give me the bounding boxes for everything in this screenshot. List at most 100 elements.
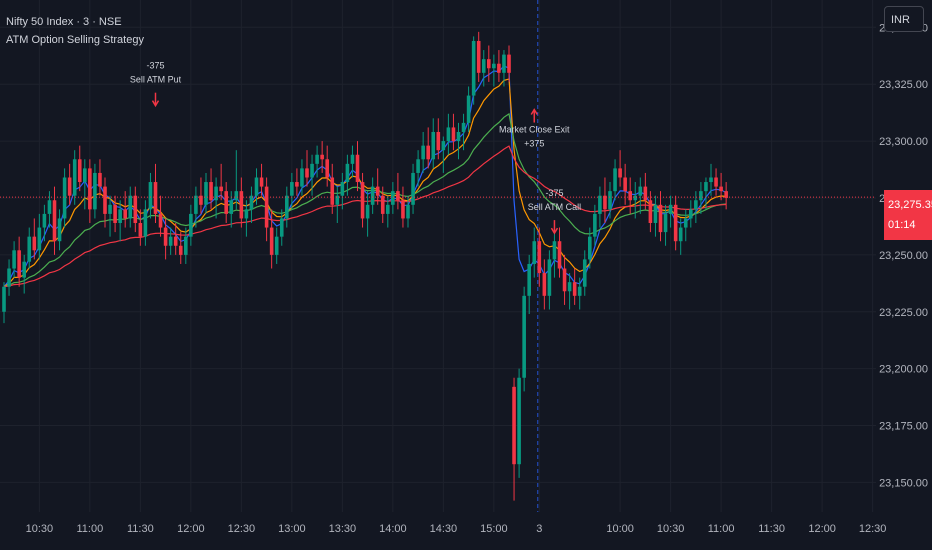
candle-body xyxy=(77,159,82,183)
time-axis-label: 11:30 xyxy=(758,523,785,535)
candle-body xyxy=(62,177,67,219)
candle-body xyxy=(492,63,496,69)
candle-body xyxy=(37,227,42,251)
candle-body xyxy=(229,200,234,214)
candle-body xyxy=(325,159,329,178)
candle-body xyxy=(426,145,430,160)
symbol-title[interactable]: Nifty 50 Index · 3 · NSE xyxy=(6,16,122,28)
candle-body xyxy=(153,182,158,214)
candle-body xyxy=(274,236,279,255)
price-axis-label: 23,300.00 xyxy=(879,136,928,148)
candle-body xyxy=(547,259,552,296)
candle-body xyxy=(178,245,183,255)
candle-body xyxy=(158,213,163,228)
candle-body xyxy=(557,241,562,269)
candle-body xyxy=(689,209,693,219)
candle-body xyxy=(47,200,52,214)
candle-body xyxy=(512,386,516,465)
time-axis-label: 12:00 xyxy=(808,523,836,535)
last-price-value: 23,275.35 xyxy=(888,199,932,211)
price-axis-label: 23,250.00 xyxy=(879,250,928,262)
candle-body xyxy=(476,40,481,73)
candle-body xyxy=(184,236,188,255)
signal-label: Sell ATM Put xyxy=(130,75,182,85)
candle-body xyxy=(461,122,466,132)
time-axis-label: 11:30 xyxy=(127,523,154,535)
candle-body xyxy=(406,204,410,219)
strategy-title[interactable]: ATM Option Selling Strategy xyxy=(6,34,144,46)
candle-body xyxy=(567,282,572,292)
time-axis-label: 10:30 xyxy=(657,523,685,535)
candle-body xyxy=(310,163,314,178)
candle-body xyxy=(285,195,289,219)
candle-body xyxy=(350,154,355,164)
candle-body xyxy=(57,218,62,242)
bar-countdown: 01:14 xyxy=(888,219,916,231)
candle-body xyxy=(194,195,198,214)
candle-body xyxy=(345,163,350,183)
signal-arrow-head xyxy=(550,227,559,235)
candle-body xyxy=(375,186,380,196)
candle-body xyxy=(608,191,612,210)
candle-body xyxy=(173,236,178,246)
candle-body xyxy=(340,182,345,196)
candle-body xyxy=(133,195,138,224)
candle-body xyxy=(103,186,107,214)
candle-body xyxy=(552,241,557,260)
time-axis-label: 11:00 xyxy=(708,523,735,535)
candle-body xyxy=(88,168,92,210)
price-axis-label: 23,325.00 xyxy=(879,79,928,91)
candle-body xyxy=(189,213,193,237)
candle-body xyxy=(537,241,542,274)
candle-body xyxy=(219,186,223,192)
candle-body xyxy=(360,182,365,219)
candle-body xyxy=(330,177,335,205)
moving-average-line-1 xyxy=(3,65,727,288)
candle-body xyxy=(628,191,632,201)
candle-body xyxy=(699,191,703,201)
signal-label: -375 xyxy=(545,188,563,198)
currency-button[interactable]: INR xyxy=(884,6,924,32)
signal-arrow-head xyxy=(151,100,160,108)
candle-body xyxy=(668,204,673,214)
candle-body xyxy=(148,182,153,210)
time-axis-label: 10:30 xyxy=(26,523,54,535)
candle-body xyxy=(224,191,228,214)
last-price-badge: 23,275.35 01:14 xyxy=(884,190,932,240)
candle-body xyxy=(517,377,521,465)
candle-body xyxy=(532,241,537,264)
candle-body xyxy=(497,63,501,73)
candle-body xyxy=(108,204,112,214)
candle-body xyxy=(577,286,582,296)
candle-body xyxy=(446,127,451,142)
candle-body xyxy=(633,195,638,201)
candle-body xyxy=(209,182,213,201)
candle-body xyxy=(380,195,385,214)
candle-body xyxy=(72,159,77,196)
candle-body xyxy=(487,59,491,69)
candle-body xyxy=(431,131,436,160)
time-axis-label: 3 xyxy=(536,523,542,535)
candle-body xyxy=(542,273,547,296)
candle-body xyxy=(588,236,592,260)
candle-body xyxy=(67,177,72,196)
candle-body xyxy=(714,177,718,187)
candle-body xyxy=(295,182,299,187)
candle-body xyxy=(27,236,32,262)
candle-body xyxy=(32,236,37,251)
price-axis-label: 23,200.00 xyxy=(879,364,928,376)
candle-body xyxy=(93,172,97,210)
candle-body xyxy=(269,227,274,255)
candle-body xyxy=(163,227,168,246)
candle-body xyxy=(249,195,254,210)
candle-body xyxy=(663,213,668,233)
candle-body xyxy=(52,200,57,242)
candle-body xyxy=(2,286,6,312)
candle-body xyxy=(320,154,324,160)
candle-body xyxy=(613,168,617,192)
candle-body xyxy=(709,177,713,183)
candle-body xyxy=(502,54,506,73)
candle-body xyxy=(522,295,526,378)
candle-body xyxy=(123,209,127,219)
